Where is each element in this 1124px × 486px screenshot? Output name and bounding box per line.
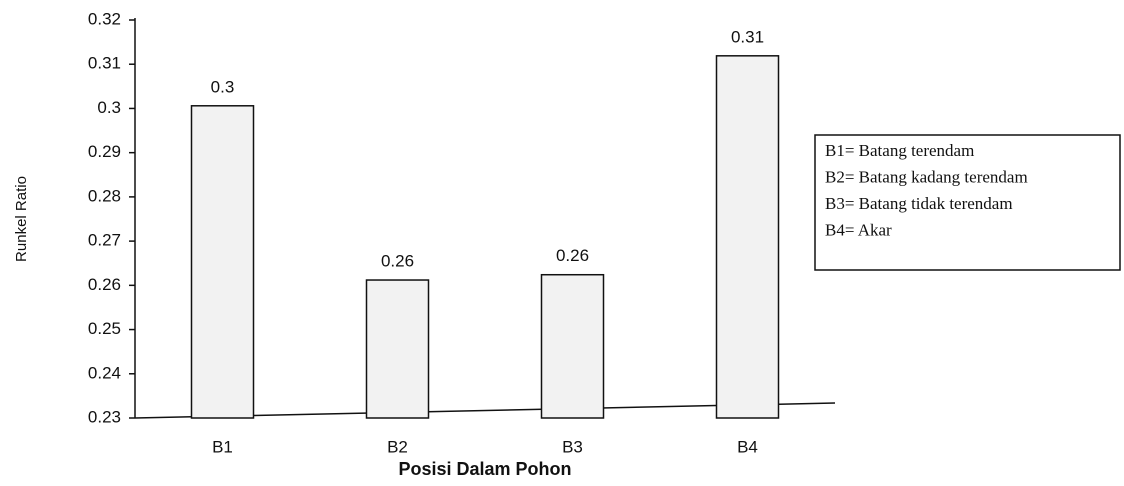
x-tick-label: B4 xyxy=(737,437,758,456)
y-tick-label: 0.29 xyxy=(88,142,121,161)
y-tick-label: 0.28 xyxy=(88,186,121,205)
y-tick-label: 0.23 xyxy=(88,407,121,426)
legend-text: B3= Batang tidak terendam xyxy=(825,194,1013,213)
y-tick-label: 0.31 xyxy=(88,54,121,73)
legend-text: B1= Batang terendam xyxy=(825,141,974,160)
x-tick-label: B3 xyxy=(562,437,583,456)
bar xyxy=(365,279,430,419)
value-label: 0.3 xyxy=(211,77,235,96)
y-tick-label: 0.24 xyxy=(88,363,121,382)
bar xyxy=(715,55,780,419)
x-tick-label: B2 xyxy=(387,437,408,456)
y-tick-label: 0.26 xyxy=(88,275,121,294)
y-axis-label: Runkel Ratio xyxy=(13,176,30,262)
bar xyxy=(540,273,605,419)
x-tick-label: B1 xyxy=(212,437,233,456)
legend-text: B2= Batang kadang terendam xyxy=(825,167,1028,186)
bar xyxy=(190,105,255,419)
x-axis-label: Posisi Dalam Pohon xyxy=(398,459,571,479)
value-label: 0.26 xyxy=(381,252,414,271)
y-tick-label: 0.25 xyxy=(88,319,121,338)
legend-box xyxy=(814,134,1121,271)
y-tick-label: 0.32 xyxy=(88,9,121,28)
value-label: 0.31 xyxy=(731,27,764,46)
legend-text: B4= Akar xyxy=(825,220,892,239)
y-tick-label: 0.3 xyxy=(97,98,121,117)
value-label: 0.26 xyxy=(556,246,589,265)
y-tick-label: 0.27 xyxy=(88,231,121,250)
